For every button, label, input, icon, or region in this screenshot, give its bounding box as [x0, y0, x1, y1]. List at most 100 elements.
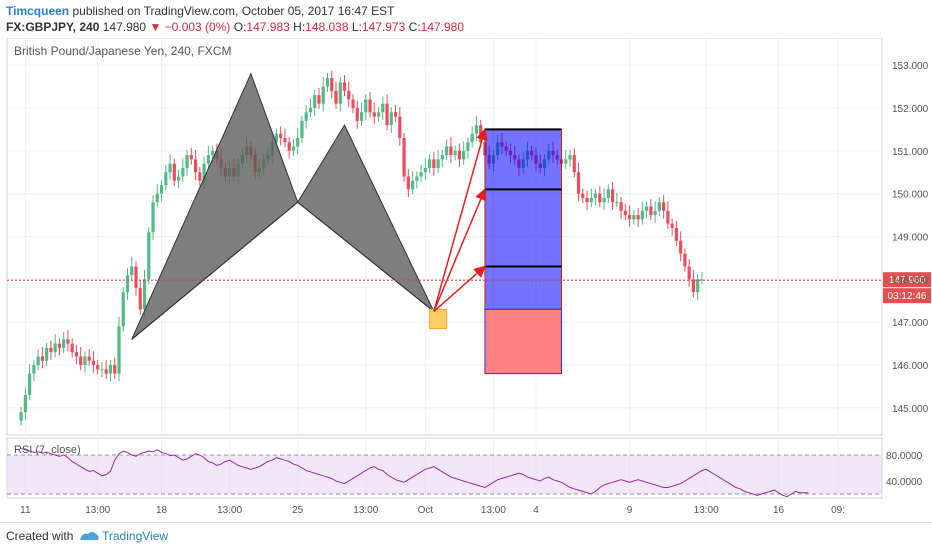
open-label: O:	[233, 20, 247, 34]
tradingview-logo-icon	[80, 532, 99, 540]
candle-body	[619, 202, 623, 211]
candle-body	[321, 86, 325, 104]
candle-body	[589, 197, 593, 203]
y-tick-label: 153.000	[892, 61, 929, 72]
candle-body	[40, 356, 45, 361]
candle	[398, 107, 402, 146]
footer: Created with TradingView	[0, 522, 932, 551]
rsi-tick-label: 40.0000	[886, 477, 923, 488]
candle	[164, 164, 168, 191]
x-tick-label: 13:00	[694, 505, 719, 516]
candle-body	[700, 279, 704, 281]
candle-body	[45, 347, 49, 361]
candle	[457, 143, 461, 168]
candle-body	[581, 193, 585, 198]
candle	[662, 194, 666, 219]
candle-body	[53, 343, 57, 353]
candle	[372, 102, 376, 125]
candle-body	[113, 365, 117, 374]
tradingview-brand[interactable]: TradingView	[102, 529, 169, 543]
candle	[117, 317, 121, 382]
candle-body	[364, 99, 368, 113]
candle	[428, 154, 432, 174]
candle	[564, 149, 568, 169]
candle-body	[610, 189, 615, 203]
publish-line: Timcqueen published on TradingView.com, …	[6, 4, 394, 18]
candle	[300, 115, 304, 144]
ohlc-line: FX:GBPJPY, 240 147.980 ▼ −0.003 (0%) O:1…	[6, 20, 464, 34]
candle	[410, 171, 415, 195]
candle-body	[572, 155, 576, 173]
candle-body	[23, 395, 27, 413]
candle	[381, 96, 385, 120]
candle-body	[181, 167, 185, 177]
candle-body	[308, 107, 313, 113]
candle-body	[406, 176, 410, 190]
candle-body	[189, 155, 193, 160]
candle-body	[585, 197, 589, 203]
candle	[49, 340, 53, 360]
x-tick-label: 09:	[831, 505, 845, 516]
countdown-tag	[883, 288, 931, 304]
candle	[670, 218, 674, 236]
candle-body	[202, 163, 206, 181]
candle	[79, 347, 83, 371]
candle	[453, 145, 457, 161]
candle-body	[445, 146, 449, 156]
candle-body	[304, 112, 308, 121]
author-link[interactable]: Timcqueen	[6, 4, 70, 18]
candle-body	[457, 150, 461, 160]
close-value: 147.980	[420, 20, 465, 34]
candle-body	[593, 193, 598, 198]
candle	[636, 207, 640, 228]
candle-body	[470, 133, 474, 143]
candle	[181, 158, 185, 182]
candle	[627, 205, 632, 228]
candle-body	[606, 189, 610, 198]
candle	[325, 72, 330, 92]
stop-zone	[484, 308, 563, 375]
high-value: 148.038	[305, 20, 349, 34]
countdown-label: 03:12:46	[888, 291, 927, 302]
price-change: −0.003 (0%)	[164, 20, 231, 34]
candle-body	[662, 202, 666, 211]
candle	[62, 332, 66, 354]
candle	[679, 231, 683, 262]
candle-body	[325, 77, 330, 87]
candle	[291, 139, 296, 156]
candle-body	[568, 155, 572, 160]
candle	[657, 197, 661, 216]
candle-body	[313, 95, 317, 108]
candle-body	[121, 292, 125, 327]
candle-body	[376, 112, 381, 117]
candle-body	[623, 210, 627, 216]
candle-body	[164, 172, 168, 186]
candle-body	[683, 253, 687, 267]
candle	[125, 267, 130, 300]
candle-body	[134, 266, 138, 288]
candle-body	[70, 343, 74, 353]
candle-body	[317, 95, 321, 104]
candle	[134, 261, 138, 296]
y-tick-label: 147.000	[892, 318, 929, 329]
candle-body	[87, 356, 91, 361]
candle-body	[300, 120, 304, 138]
candle	[576, 162, 581, 202]
candle-body	[402, 137, 406, 177]
candle-body	[359, 112, 364, 121]
candle-body	[453, 150, 457, 156]
candle	[36, 349, 40, 371]
candle	[623, 203, 627, 221]
candle	[138, 280, 142, 315]
candle-body	[334, 90, 338, 104]
candle	[53, 334, 57, 358]
candle-body	[32, 365, 36, 374]
candle-body	[57, 343, 62, 348]
candle	[70, 338, 74, 358]
price-chart[interactable]: 147.980 03:12:46 153.000 152.000 151.000 150.…	[0, 38, 932, 522]
candle	[393, 104, 398, 122]
candle	[176, 169, 181, 189]
rsi-label: RSI (7, close)	[14, 444, 81, 456]
candle	[445, 139, 449, 161]
candle-body	[74, 352, 79, 357]
